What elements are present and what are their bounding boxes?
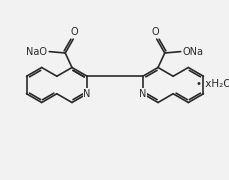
Text: N: N	[83, 89, 90, 99]
Text: • xH₂O: • xH₂O	[195, 79, 229, 89]
Text: ONa: ONa	[182, 47, 203, 57]
Text: NaO: NaO	[26, 47, 47, 57]
Text: O: O	[70, 27, 78, 37]
Text: N: N	[139, 89, 146, 99]
Text: O: O	[151, 27, 159, 37]
